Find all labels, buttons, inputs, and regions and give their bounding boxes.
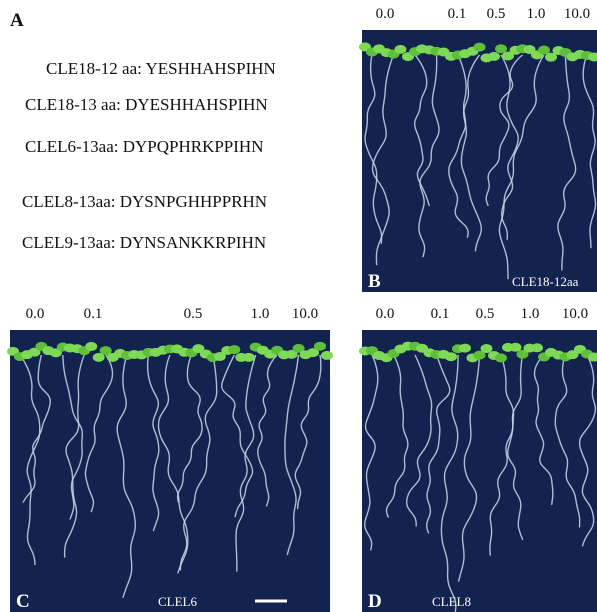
concentration-label: 0.5 bbox=[184, 306, 203, 322]
leaf bbox=[228, 345, 240, 354]
panel-caption: CLEL8 bbox=[432, 594, 471, 609]
leaf bbox=[481, 344, 493, 353]
panel-label: A bbox=[10, 10, 24, 31]
peptide-sequence: CLE18-12 aa: YESHHAHSPIHN bbox=[46, 59, 276, 78]
photo-background bbox=[362, 330, 597, 612]
panel-label: C bbox=[16, 591, 30, 612]
leaf bbox=[243, 353, 255, 362]
panel-label: D bbox=[368, 591, 382, 612]
concentration-label: 10.0 bbox=[564, 6, 590, 22]
concentration-label: 0.0 bbox=[376, 306, 395, 322]
leaf bbox=[474, 43, 486, 52]
leaf bbox=[445, 352, 457, 361]
photo-background bbox=[10, 330, 330, 612]
leaf bbox=[314, 342, 326, 351]
panel-label: B bbox=[368, 271, 381, 292]
figure: A CLE18-12 aa: YESHHAHSPIHN CLE18-13 aa: … bbox=[0, 0, 597, 612]
concentration-label: 0.1 bbox=[84, 306, 103, 322]
leaf bbox=[531, 343, 543, 352]
leaf bbox=[488, 52, 500, 61]
concentration-label: 0.5 bbox=[476, 306, 495, 322]
panel-caption: CLEL6 bbox=[158, 594, 197, 609]
concentration-label: 0.5 bbox=[487, 6, 506, 22]
concentration-label: 0.0 bbox=[26, 306, 45, 322]
concentration-label: 1.0 bbox=[251, 306, 270, 322]
leaf bbox=[85, 342, 97, 351]
peptide-sequence: CLE18-13 aa: DYESHHAHSPIHN bbox=[25, 95, 268, 114]
concentration-label: 1.0 bbox=[521, 306, 540, 322]
leaf bbox=[495, 44, 507, 53]
concentration-label: 0.1 bbox=[431, 306, 450, 322]
leaf bbox=[395, 45, 407, 54]
leaf bbox=[495, 353, 507, 362]
concentration-label: 0.1 bbox=[448, 6, 467, 22]
peptide-sequence: CLEL8-13aa: DYSNPGHHPPRHN bbox=[22, 192, 267, 211]
panel-caption: CLE18-12aa bbox=[512, 274, 579, 289]
concentration-label: 10.0 bbox=[292, 306, 318, 322]
leaf bbox=[459, 344, 471, 353]
peptide-sequence: CLEL6-13aa: DYPQPHRKPPIHN bbox=[25, 137, 263, 156]
concentration-label: 10.0 bbox=[562, 306, 588, 322]
peptide-sequence: CLEL9-13aa: DYNSANKKRPIHN bbox=[22, 233, 266, 252]
concentration-label: 1.0 bbox=[527, 6, 546, 22]
leaf bbox=[321, 351, 333, 360]
concentration-label: 0.0 bbox=[376, 6, 395, 22]
photo-background bbox=[362, 30, 597, 292]
